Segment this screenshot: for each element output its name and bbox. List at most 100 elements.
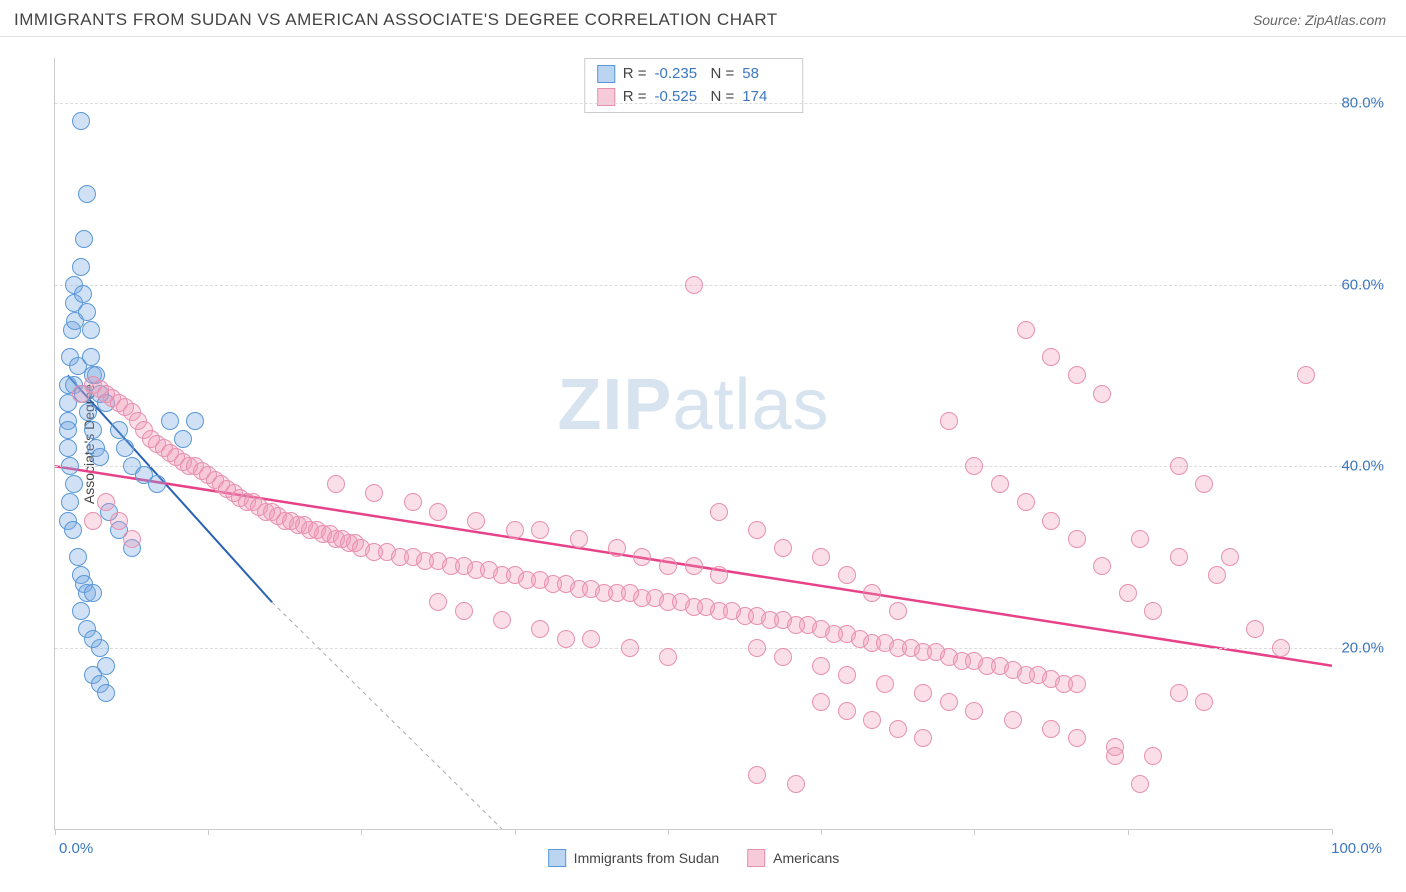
data-point <box>748 521 766 539</box>
gridline <box>55 103 1382 104</box>
data-point <box>1004 711 1022 729</box>
data-point <box>838 702 856 720</box>
gridline <box>55 285 1382 286</box>
chart-title: IMMIGRANTS FROM SUDAN VS AMERICAN ASSOCI… <box>14 10 778 30</box>
plot-area: ZIPatlas Associate's Degree R = -0.235 N… <box>54 58 1332 830</box>
data-point <box>1068 530 1086 548</box>
xtick-mark <box>55 829 56 835</box>
r-label: R = <box>623 86 647 109</box>
data-point <box>1042 348 1060 366</box>
data-point <box>774 539 792 557</box>
data-point <box>531 620 549 638</box>
data-point <box>110 421 128 439</box>
data-point <box>557 630 575 648</box>
data-point <box>876 675 894 693</box>
watermark-bold: ZIP <box>557 365 672 445</box>
data-point <box>1068 675 1086 693</box>
data-point <box>812 657 830 675</box>
data-point <box>608 539 626 557</box>
data-point <box>116 439 134 457</box>
data-point <box>812 548 830 566</box>
ytick-label: 60.0% <box>1341 276 1384 293</box>
data-point <box>965 702 983 720</box>
data-point <box>991 475 1009 493</box>
xtick-mark <box>361 829 362 835</box>
xtick-mark <box>208 829 209 835</box>
data-point <box>659 648 677 666</box>
data-point <box>685 276 703 294</box>
data-point <box>174 430 192 448</box>
data-point <box>78 185 96 203</box>
watermark-light: atlas <box>672 365 829 445</box>
data-point <box>64 521 82 539</box>
gridline <box>55 648 1382 649</box>
swatch-blue-icon <box>597 65 615 83</box>
data-point <box>455 602 473 620</box>
data-point <box>123 530 141 548</box>
data-point <box>838 666 856 684</box>
stats-row-pink: R = -0.525 N = 174 <box>597 86 791 109</box>
data-point <box>1272 639 1290 657</box>
xtick-mark <box>1128 829 1129 835</box>
bottom-legend: Immigrants from Sudan Americans <box>548 849 840 867</box>
stats-legend: R = -0.235 N = 58 R = -0.525 N = 174 <box>584 58 804 113</box>
data-point <box>1297 366 1315 384</box>
data-point <box>1017 493 1035 511</box>
data-point <box>1068 729 1086 747</box>
data-point <box>61 457 79 475</box>
data-point <box>1144 602 1162 620</box>
data-point <box>84 512 102 530</box>
data-point <box>467 512 485 530</box>
data-point <box>531 521 549 539</box>
data-point <box>1093 385 1111 403</box>
data-point <box>148 475 166 493</box>
n-label: N = <box>711 86 735 109</box>
data-point <box>429 503 447 521</box>
swatch-blue-icon <box>548 849 566 867</box>
data-point <box>748 639 766 657</box>
data-point <box>685 557 703 575</box>
n-value-blue: 58 <box>742 63 790 86</box>
data-point <box>1170 684 1188 702</box>
data-point <box>84 630 102 648</box>
data-point <box>914 729 932 747</box>
ytick-label: 40.0% <box>1341 458 1384 475</box>
data-point <box>110 512 128 530</box>
data-point <box>1042 512 1060 530</box>
data-point <box>1131 775 1149 793</box>
data-point <box>914 684 932 702</box>
data-point <box>787 775 805 793</box>
data-point <box>1208 566 1226 584</box>
r-label: R = <box>623 63 647 86</box>
xtick-mark <box>668 829 669 835</box>
data-point <box>1093 557 1111 575</box>
data-point <box>72 602 90 620</box>
data-point <box>863 584 881 602</box>
data-point <box>710 566 728 584</box>
data-point <box>74 285 92 303</box>
legend-label-blue: Immigrants from Sudan <box>574 850 720 866</box>
swatch-pink-icon <box>747 849 765 867</box>
data-point <box>429 593 447 611</box>
data-point <box>1170 457 1188 475</box>
data-point <box>570 530 588 548</box>
chart-container: ZIPatlas Associate's Degree R = -0.235 N… <box>14 48 1392 878</box>
data-point <box>1131 530 1149 548</box>
chart-header: IMMIGRANTS FROM SUDAN VS AMERICAN ASSOCI… <box>0 0 1406 37</box>
data-point <box>838 566 856 584</box>
data-point <box>1144 747 1162 765</box>
data-point <box>1119 584 1137 602</box>
stats-row-blue: R = -0.235 N = 58 <box>597 63 791 86</box>
data-point <box>69 548 87 566</box>
legend-item-blue: Immigrants from Sudan <box>548 849 720 867</box>
data-point <box>748 766 766 784</box>
ytick-label: 80.0% <box>1341 95 1384 112</box>
data-point <box>582 630 600 648</box>
legend-label-pink: Americans <box>773 850 839 866</box>
data-point <box>75 230 93 248</box>
data-point <box>65 475 83 493</box>
data-point <box>161 412 179 430</box>
xtick-label: 0.0% <box>59 840 93 857</box>
data-point <box>889 602 907 620</box>
xtick-label: 100.0% <box>1331 840 1382 857</box>
